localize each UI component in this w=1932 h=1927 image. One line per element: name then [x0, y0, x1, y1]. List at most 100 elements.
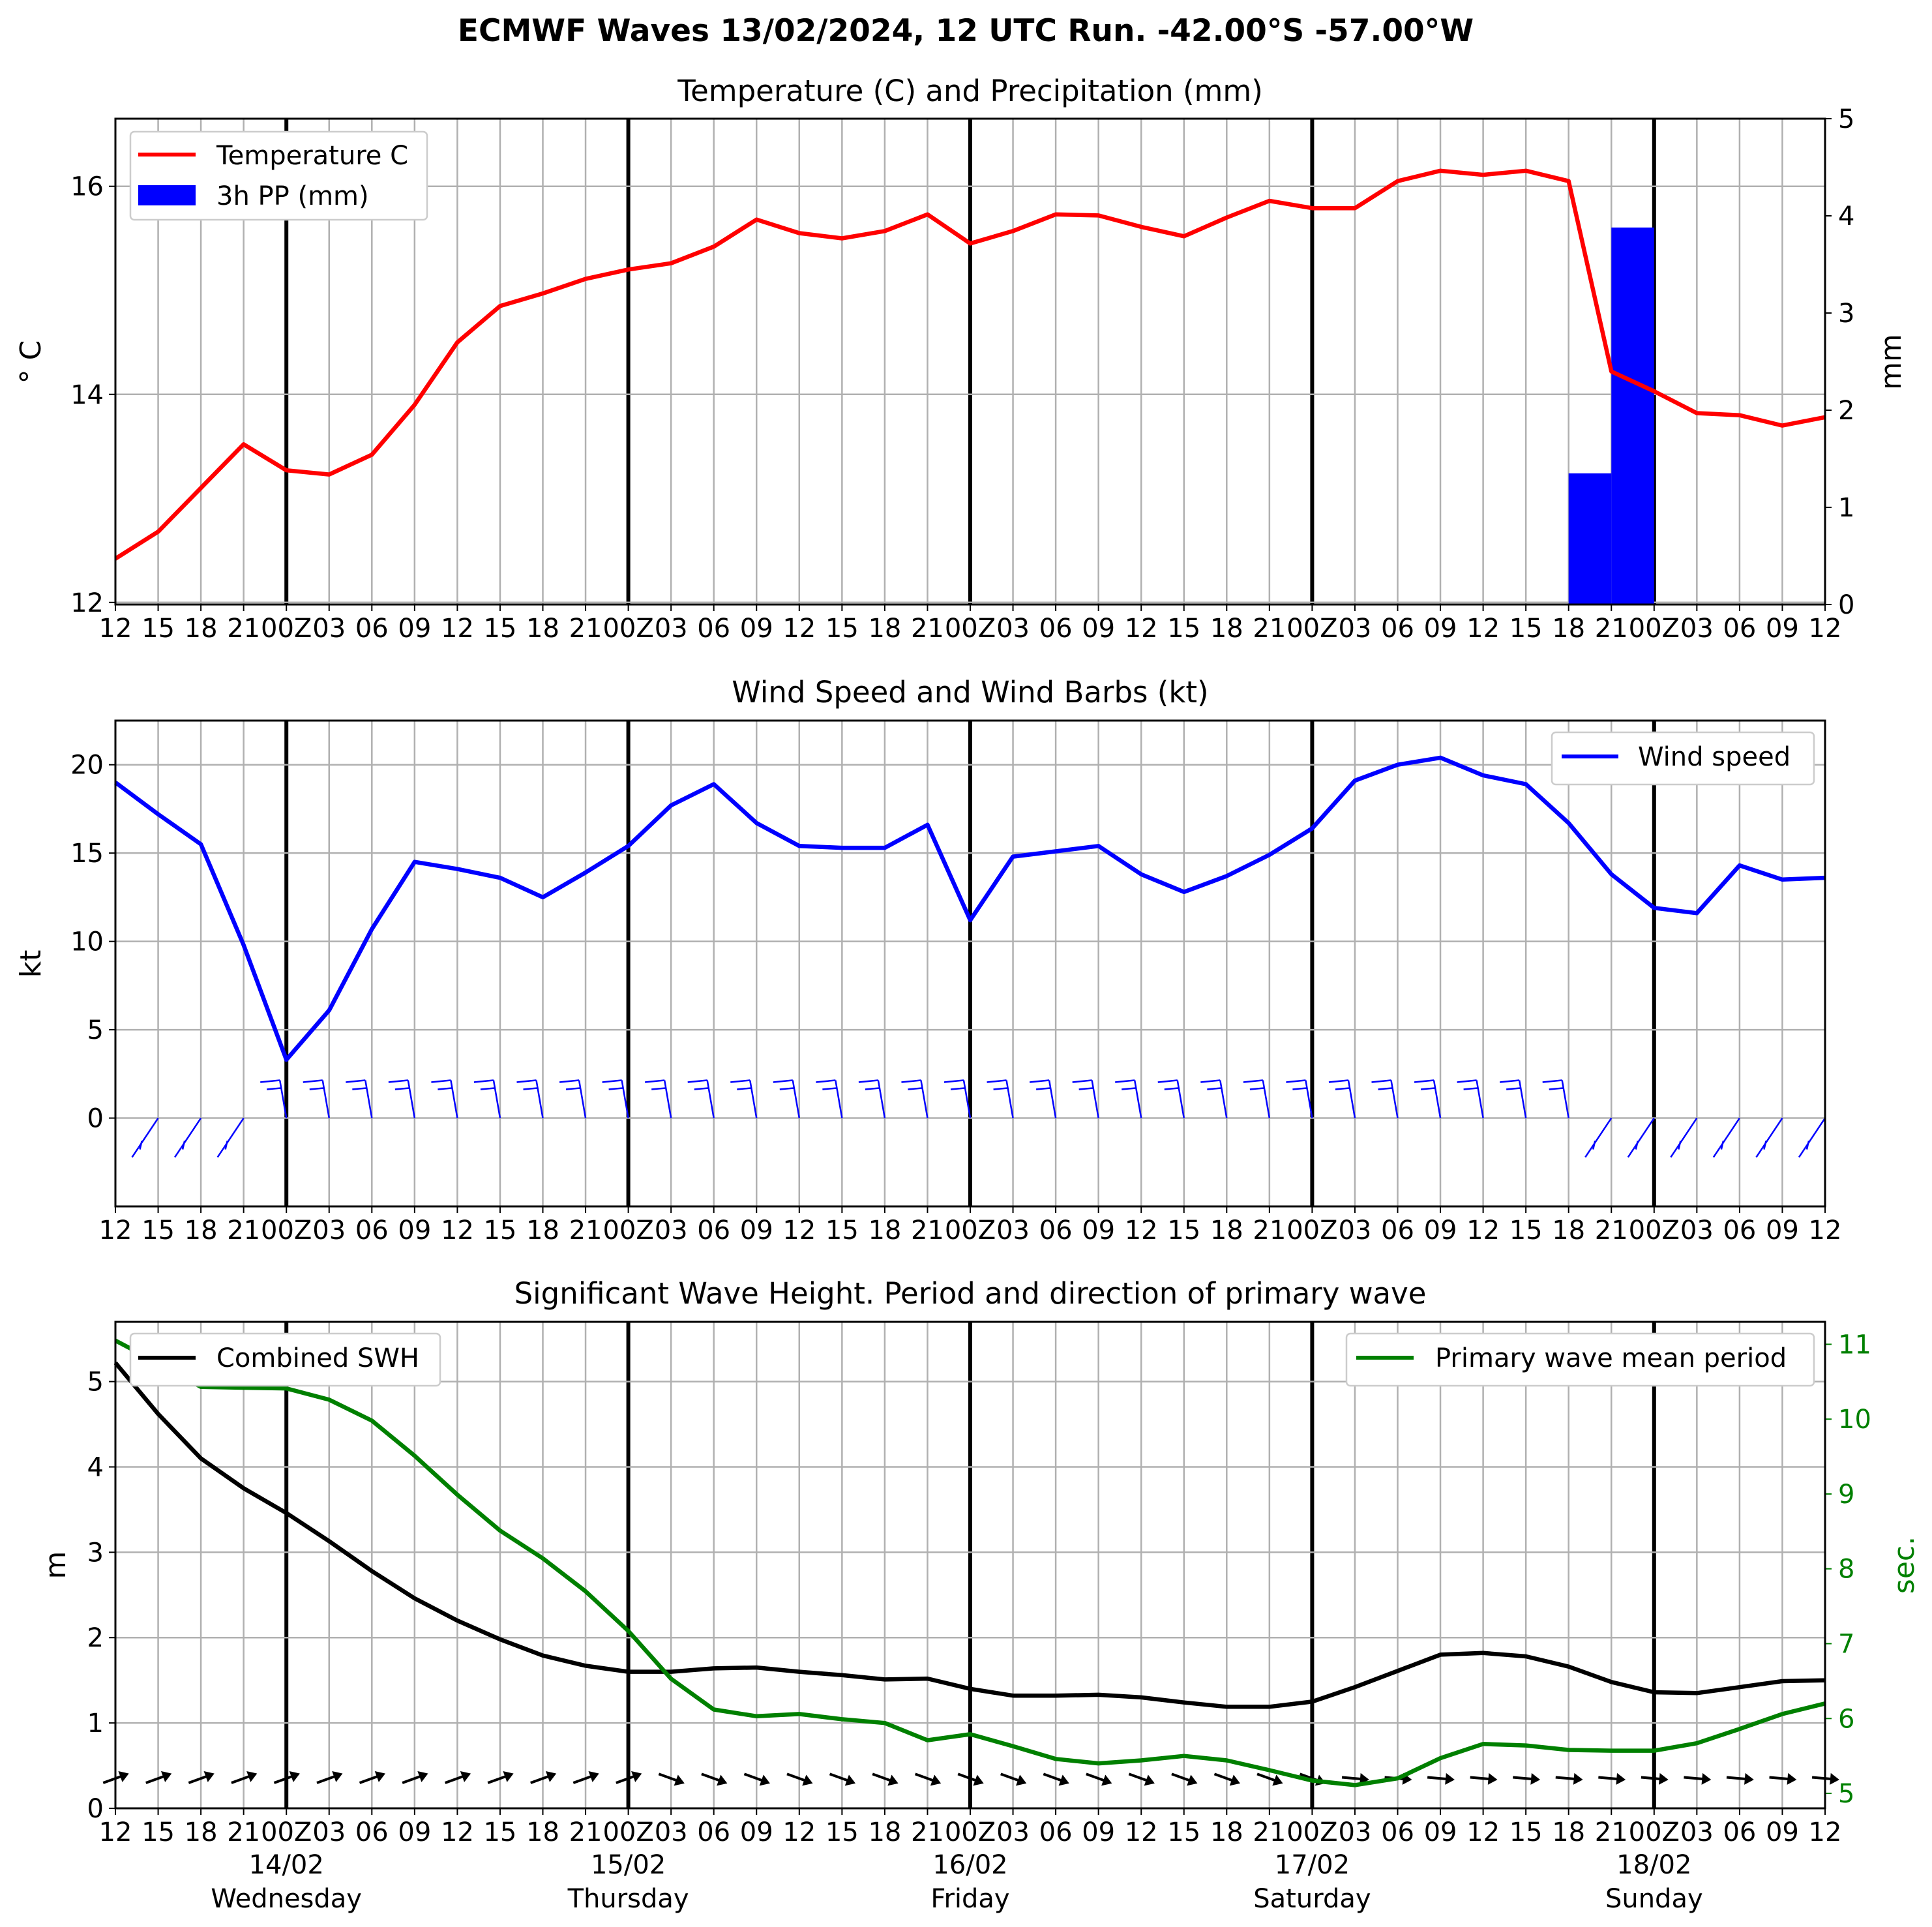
arrow-head: [118, 1770, 129, 1782]
temperature-panel: Temperature (C) and Precipitation (mm) 1…: [14, 74, 1908, 644]
wind-barb-staff: [706, 1080, 715, 1118]
arrow-shaft: [1043, 1772, 1064, 1783]
swh-line: [113, 1361, 1826, 1709]
right-y-tick-label: 6: [1838, 1704, 1854, 1734]
day-date-label: 16/02: [932, 1850, 1007, 1880]
wave-direction-arrows: [102, 1770, 1839, 1786]
x-tick-label: 03: [312, 1216, 346, 1246]
x-tick-label: 00Z: [261, 614, 312, 644]
x-tick-label: 09: [740, 1817, 773, 1847]
wind-barb-staff: [1561, 1080, 1569, 1118]
arrow-shaft: [1598, 1776, 1620, 1781]
wind-barb-flag: [1720, 1141, 1725, 1150]
temperature-legend: Temperature C 3h PP (mm): [129, 130, 428, 221]
wave-direction-arrow: [188, 1770, 215, 1784]
wind-barb-flag: [181, 1141, 186, 1150]
x-tick-label: 06: [1381, 1817, 1414, 1847]
wind-barb-flag: [1249, 1087, 1264, 1090]
wind-barb-flag: [1292, 1087, 1307, 1090]
x-tick-label: 12: [99, 614, 132, 644]
y-tick-label: 5: [87, 1015, 104, 1045]
wave-direction-arrow: [914, 1772, 942, 1786]
wind-barb-flag: [1463, 1087, 1478, 1090]
arrow-head: [417, 1770, 428, 1782]
wind-legend-box: [1551, 731, 1815, 786]
day-date-label: 14/02: [249, 1850, 324, 1880]
temperature-ticks: 12 15 18 21 00Z 03 06 09 12 15 18 21 00Z 03 06 09 12 15 18…: [70, 104, 1854, 644]
wind-barb-flag: [779, 1087, 794, 1090]
wind-barb-flag: [1670, 1146, 1678, 1158]
wave-direction-arrow: [1086, 1772, 1112, 1786]
x-tick-label: 09: [1424, 1817, 1457, 1847]
wave-direction-arrow: [1000, 1772, 1027, 1786]
wind-barb-flag: [1207, 1087, 1222, 1090]
wave-direction-arrow: [1128, 1772, 1155, 1786]
wind-barb-flag: [1763, 1141, 1767, 1150]
wind-legend-label: Wind speed: [1638, 742, 1791, 772]
wave-direction-arrow: [872, 1772, 899, 1786]
arrow-head: [503, 1770, 514, 1782]
wind-barb-staff: [278, 1080, 288, 1118]
wave-plot-frame: [114, 1321, 1826, 1810]
x-tick-label: 00Z: [261, 1817, 312, 1847]
arrow-shaft: [829, 1772, 850, 1783]
swh-legend-label: Combined SWH: [216, 1343, 419, 1373]
x-tick-label: 03: [655, 1216, 688, 1246]
day-weekday-label: Saturday: [1253, 1884, 1371, 1914]
x-tick-label: 21: [911, 614, 944, 644]
x-tick-label: 09: [1766, 1216, 1799, 1246]
day-weekday-label: Friday: [930, 1884, 1009, 1914]
x-tick-label: 06: [355, 614, 389, 644]
x-tick-label: 18: [526, 1817, 559, 1847]
wave-direction-arrow: [1684, 1772, 1712, 1785]
wind-barb-staff: [578, 1080, 587, 1118]
wind-barb-staff: [1091, 1080, 1099, 1118]
x-tick-label: 00Z: [945, 1817, 996, 1847]
x-tick-label: 06: [1381, 614, 1414, 644]
arrow-head: [1573, 1772, 1583, 1785]
wind-barb-flag: [1457, 1079, 1477, 1083]
wave-direction-arrow: [572, 1770, 599, 1784]
wind-panel-title: Wind Speed and Wind Barbs (kt): [732, 675, 1208, 710]
temperature-line: [114, 168, 1826, 561]
wave-direction-arrow: [1769, 1772, 1797, 1785]
arrow-head: [460, 1770, 471, 1782]
arrow-shaft: [786, 1772, 807, 1783]
x-tick-label: 12: [1809, 614, 1842, 644]
arrow-head: [1830, 1772, 1839, 1785]
arrow-head: [588, 1770, 599, 1782]
period-legend: Primary wave mean period: [1345, 1332, 1815, 1387]
x-tick-label: 21: [227, 614, 260, 644]
wave-direction-arrow: [1470, 1772, 1498, 1785]
wave-direction-arrow: [1811, 1772, 1839, 1785]
x-tick-label: 09: [1766, 614, 1799, 644]
wind-barb-flag: [1549, 1087, 1564, 1090]
wave-direction-arrow: [102, 1770, 129, 1784]
wind-barb-flag: [858, 1079, 879, 1083]
arrow-head: [246, 1770, 258, 1782]
wind-barb-flag: [1371, 1079, 1391, 1083]
x-tick-label: 00Z: [602, 1817, 653, 1847]
x-tick-label: 18: [868, 1216, 901, 1246]
arrow-head: [1487, 1772, 1498, 1785]
wind-barb-staff: [1005, 1080, 1014, 1118]
arrow-head: [1187, 1774, 1198, 1786]
x-tick-label: 21: [569, 614, 602, 644]
wind-barb-flag: [1755, 1146, 1764, 1158]
y-tick-label: 14: [70, 380, 104, 410]
arrow-head: [1530, 1772, 1541, 1785]
arrow-head: [717, 1774, 728, 1786]
x-tick-label: 09: [398, 614, 431, 644]
arrow-head: [973, 1774, 984, 1786]
x-tick-label: 03: [1338, 614, 1371, 644]
x-tick-label: 12: [1809, 1817, 1842, 1847]
x-tick-label: 12: [1125, 1216, 1158, 1246]
wind-barb-flag: [1592, 1141, 1596, 1150]
wave-direction-arrow: [1726, 1772, 1754, 1785]
wind-barb-flag: [1164, 1087, 1179, 1090]
wind-barb-flag: [608, 1087, 623, 1090]
wave-panel: Significant Wave Height. Period and dire…: [39, 1276, 1921, 1847]
right-y-tick-label: 4: [1838, 202, 1854, 232]
right-y-tick-label: 8: [1838, 1555, 1854, 1585]
wind-barb-staff: [1262, 1080, 1271, 1118]
